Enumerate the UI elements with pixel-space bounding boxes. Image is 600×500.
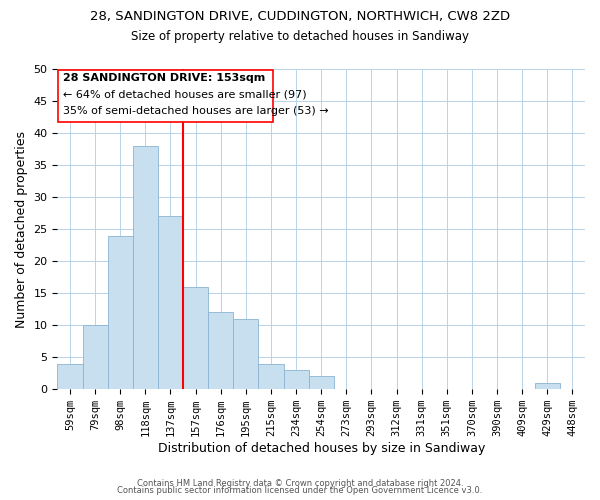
Bar [107,236,133,389]
Bar [183,287,208,389]
Text: ← 64% of detached houses are smaller (97): ← 64% of detached houses are smaller (97… [63,90,307,100]
Text: 28, SANDINGTON DRIVE, CUDDINGTON, NORTHWICH, CW8 2ZD: 28, SANDINGTON DRIVE, CUDDINGTON, NORTHW… [90,10,510,23]
Bar [208,312,233,389]
Y-axis label: Number of detached properties: Number of detached properties [15,130,28,328]
X-axis label: Distribution of detached houses by size in Sandiway: Distribution of detached houses by size … [158,442,485,455]
Text: 28 SANDINGTON DRIVE: 153sqm: 28 SANDINGTON DRIVE: 153sqm [63,74,265,84]
Bar [535,383,560,389]
Bar [308,376,334,389]
Bar [233,319,259,389]
Text: Contains HM Land Registry data © Crown copyright and database right 2024.: Contains HM Land Registry data © Crown c… [137,478,463,488]
Bar [158,216,183,389]
Bar [284,370,308,389]
Bar [83,325,107,389]
Bar [58,364,83,389]
Bar [133,146,158,389]
FancyBboxPatch shape [58,70,274,122]
Text: Contains public sector information licensed under the Open Government Licence v3: Contains public sector information licen… [118,486,482,495]
Text: 35% of semi-detached houses are larger (53) →: 35% of semi-detached houses are larger (… [63,106,329,116]
Text: Size of property relative to detached houses in Sandiway: Size of property relative to detached ho… [131,30,469,43]
Bar [259,364,284,389]
